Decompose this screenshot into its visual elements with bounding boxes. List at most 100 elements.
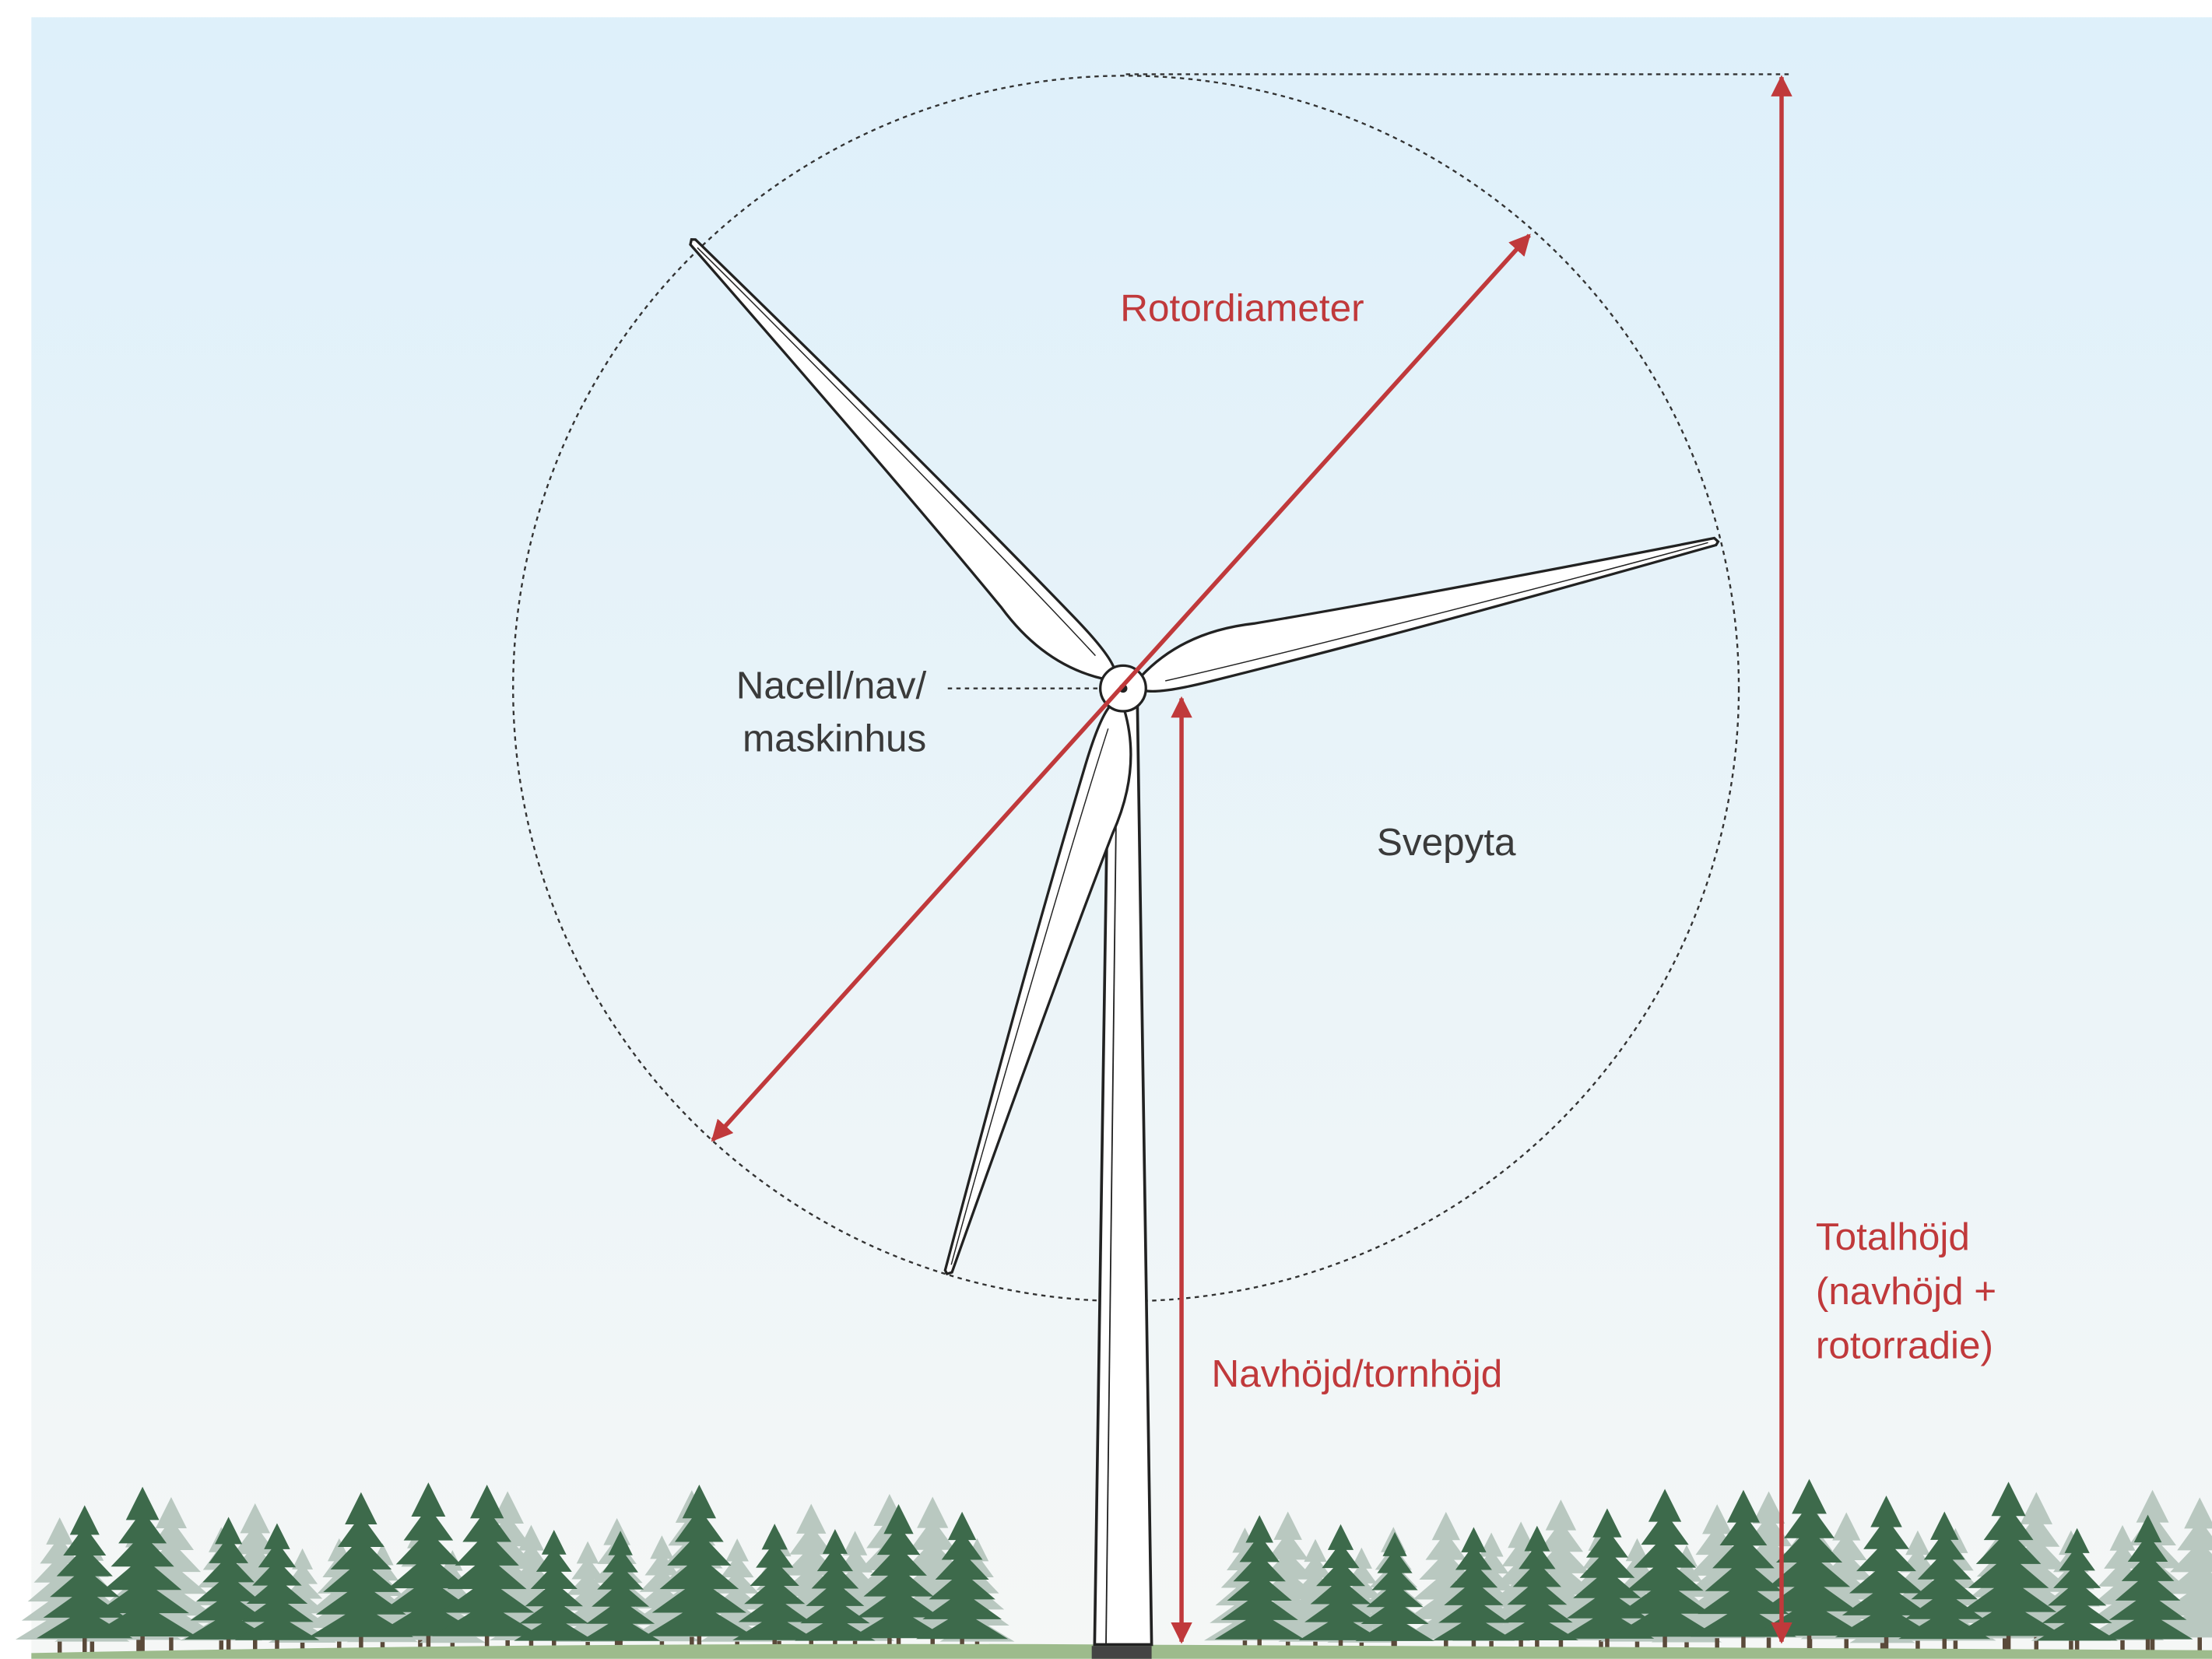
rotor-diameter-arrow [711, 233, 1531, 1142]
foliage [2102, 1514, 2193, 1640]
foliage [1511, 1499, 1611, 1638]
foliage [1241, 1511, 1334, 1640]
tree [514, 1530, 595, 1654]
tree [1898, 1511, 1991, 1654]
trunk [2120, 1627, 2125, 1654]
foliage [881, 1496, 984, 1638]
foliage [1835, 1495, 1938, 1638]
tree [700, 1538, 775, 1654]
hub-height-label: Navhöjd/tornhöjd [1212, 1352, 1503, 1395]
tree [1752, 1478, 1866, 1654]
foliage [234, 1523, 320, 1640]
foliage [2149, 1497, 2212, 1638]
total-height-label: (navhöjd + [1816, 1270, 1996, 1313]
trunk [426, 1619, 431, 1654]
tree [1495, 1525, 1579, 1654]
tree [1835, 1495, 1938, 1654]
foliage [581, 1531, 661, 1641]
foliage [644, 1484, 754, 1636]
foliage [2036, 1527, 2118, 1641]
foliage [1399, 1511, 1492, 1640]
trunk [169, 1622, 174, 1654]
foliage [700, 1538, 775, 1642]
tree [732, 1524, 817, 1654]
trunk [275, 1627, 279, 1654]
foliage [1690, 1489, 1797, 1637]
foliage [1355, 1531, 1434, 1641]
rotor-diameter-label: Rotordiameter [1120, 286, 1364, 329]
trunk [618, 1628, 623, 1654]
tree [1800, 1512, 1893, 1654]
trunk [90, 1629, 95, 1654]
foliage [1984, 1492, 2089, 1637]
foliage [1327, 1547, 1396, 1643]
tower-base [1091, 1646, 1152, 1659]
tree [432, 1484, 542, 1654]
tree [308, 1492, 414, 1654]
forest [15, 1478, 2212, 1654]
foliage [184, 1517, 273, 1640]
tree [1278, 1538, 1353, 1654]
tree [1953, 1482, 2065, 1654]
tree [1560, 1508, 1655, 1654]
foliage [1214, 1515, 1304, 1640]
foliage [1611, 1489, 1719, 1637]
tree [1690, 1489, 1797, 1654]
foliage [1898, 1511, 1991, 1640]
tree [268, 1548, 337, 1654]
total-height-label: rotorradie) [1816, 1324, 1993, 1366]
foliage [1495, 1525, 1579, 1641]
tree [234, 1523, 320, 1654]
tree [1204, 1527, 1286, 1654]
tree [346, 1543, 419, 1654]
foliage [762, 1503, 860, 1639]
foliage [15, 1517, 104, 1640]
swept-area-label: Svepyta [1377, 821, 1516, 864]
tree [2102, 1514, 2193, 1654]
trunk [484, 1619, 490, 1654]
foliage [1298, 1524, 1383, 1640]
tree [1214, 1515, 1304, 1654]
trunk [219, 1628, 224, 1654]
foliage [37, 1505, 133, 1639]
foliage [1560, 1508, 1655, 1639]
foliage [268, 1548, 337, 1643]
tree [551, 1541, 624, 1654]
tree [644, 1484, 754, 1654]
foliage [1204, 1527, 1286, 1641]
trunk [2006, 1619, 2011, 1654]
foliage [850, 1504, 947, 1639]
trunk [552, 1628, 557, 1654]
tree [184, 1517, 273, 1654]
tree [1298, 1524, 1383, 1654]
tree [373, 1482, 484, 1654]
foliage [1278, 1538, 1353, 1642]
tree [1984, 1492, 2089, 1654]
tree [1355, 1531, 1434, 1654]
trunk [300, 1632, 305, 1654]
foliage [1953, 1482, 2065, 1636]
tree [88, 1486, 197, 1654]
foliage [795, 1528, 876, 1641]
foliage [1752, 1478, 1866, 1636]
foliage [88, 1486, 197, 1637]
foliage [1668, 1504, 1766, 1639]
trunk [2197, 1622, 2202, 1654]
foliage [551, 1541, 624, 1643]
trunk [2145, 1625, 2151, 1654]
foliage [308, 1492, 414, 1637]
foliage [346, 1543, 419, 1643]
tree [850, 1504, 947, 1654]
tree [2036, 1527, 2118, 1654]
foliage [432, 1484, 542, 1636]
tree [2080, 1524, 2165, 1654]
trunk [1844, 1625, 1849, 1654]
foliage [1432, 1527, 1515, 1641]
trunk [1605, 1624, 1610, 1654]
swept-circle [512, 75, 1740, 1303]
foliage [373, 1482, 484, 1636]
trunk [1359, 1632, 1364, 1654]
tree [1432, 1527, 1515, 1654]
